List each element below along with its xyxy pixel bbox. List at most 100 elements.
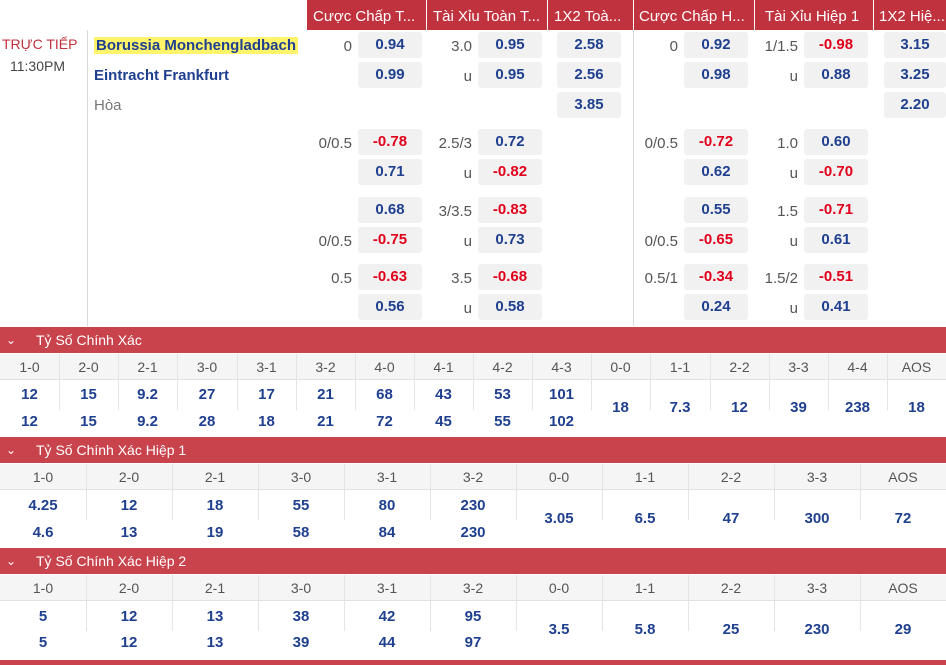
score-odds[interactable]: 5	[38, 608, 48, 625]
odds-button[interactable]: 2.56	[557, 62, 621, 88]
odds-button[interactable]: 0.61	[804, 227, 868, 253]
odds-button[interactable]: 0.68	[358, 197, 422, 223]
score-odds[interactable]: 13	[206, 634, 224, 651]
score-odds[interactable]: 58	[292, 524, 310, 541]
score-odds[interactable]: 5	[38, 634, 48, 651]
odds-button[interactable]: 0.56	[358, 294, 422, 320]
score-odds[interactable]: 18	[908, 399, 925, 416]
score-odds[interactable]: 15	[80, 413, 97, 430]
odds-button[interactable]: 0.24	[684, 294, 748, 320]
chevron-down-icon[interactable]: ⌄	[6, 554, 17, 568]
score-odds[interactable]: 95	[464, 608, 482, 625]
score-odds[interactable]: 101	[548, 386, 575, 403]
section-header[interactable]: ⌄ Tỷ Số Chính Xác Hiệp 1	[0, 437, 946, 463]
col-header-1x2-ft[interactable]: 1X2 Toà...	[554, 8, 622, 25]
score-odds[interactable]: 21	[317, 386, 334, 403]
score-odds[interactable]: 238	[844, 399, 871, 416]
score-odds[interactable]: 39	[790, 399, 807, 416]
score-odds[interactable]: 300	[804, 510, 830, 527]
score-odds[interactable]: 80	[378, 497, 396, 514]
odds-button[interactable]: 0.62	[684, 159, 748, 185]
home-team[interactable]: Borussia Monchengladbach	[94, 37, 299, 54]
section-header[interactable]: ⌄ Tỷ Số Chính Xác	[0, 327, 946, 353]
score-odds[interactable]: 28	[198, 413, 216, 430]
score-odds[interactable]: 25	[722, 621, 740, 638]
chevron-down-icon[interactable]: ⌄	[6, 443, 17, 457]
odds-button[interactable]: 0.60	[804, 129, 868, 155]
odds-button[interactable]: 0.55	[684, 197, 748, 223]
odds-button[interactable]: 0.88	[804, 62, 868, 88]
odds-button[interactable]: -0.98	[804, 32, 868, 58]
odds-button[interactable]: 0.72	[478, 129, 542, 155]
score-odds[interactable]: 19	[206, 524, 224, 541]
score-odds[interactable]: 72	[376, 413, 393, 430]
odds-button[interactable]: -0.68	[478, 264, 542, 290]
score-odds[interactable]: 42	[378, 608, 396, 625]
odds-button[interactable]: 0.73	[478, 227, 542, 253]
score-odds[interactable]: 4.6	[32, 524, 54, 541]
score-odds[interactable]: 12	[120, 497, 138, 514]
score-odds[interactable]: 7.3	[669, 399, 691, 416]
section-header[interactable]: ⌄ Tỷ Số Chính Xác Hiệp 2	[0, 548, 946, 574]
odds-button[interactable]: 3.85	[557, 92, 621, 118]
score-odds[interactable]: 18	[206, 497, 224, 514]
score-odds[interactable]: 17	[258, 386, 275, 403]
odds-button[interactable]: 0.94	[358, 32, 422, 58]
score-odds[interactable]: 18	[258, 413, 275, 430]
score-odds[interactable]: 43	[435, 386, 452, 403]
odds-button[interactable]: 0.98	[684, 62, 748, 88]
score-odds[interactable]: 39	[292, 634, 310, 651]
odds-button[interactable]: 0.58	[478, 294, 542, 320]
score-odds[interactable]: 53	[494, 386, 511, 403]
col-header-ah-ft[interactable]: Cược Chấp T...	[313, 8, 416, 25]
col-header-1x2-h1[interactable]: 1X2 Hiệ...	[879, 8, 945, 25]
score-odds[interactable]: 6.5	[634, 510, 656, 527]
score-odds[interactable]: 29	[894, 621, 912, 638]
score-odds[interactable]: 47	[722, 510, 740, 527]
odds-button[interactable]: 0.92	[684, 32, 748, 58]
score-odds[interactable]: 230	[804, 621, 830, 638]
score-odds[interactable]: 21	[317, 413, 334, 430]
score-odds[interactable]: 12	[731, 399, 748, 416]
score-odds[interactable]: 12	[120, 608, 138, 625]
score-odds[interactable]: 38	[292, 608, 310, 625]
score-odds[interactable]: 13	[206, 608, 224, 625]
chevron-down-icon[interactable]: ⌄	[6, 333, 17, 347]
odds-button[interactable]: 3.25	[884, 62, 946, 88]
odds-button[interactable]: -0.63	[358, 264, 422, 290]
score-odds[interactable]: 15	[80, 386, 97, 403]
odds-button[interactable]: -0.71	[804, 197, 868, 223]
score-odds[interactable]: 9.2	[137, 413, 158, 430]
odds-button[interactable]: -0.82	[478, 159, 542, 185]
score-odds[interactable]: 84	[378, 524, 396, 541]
score-odds[interactable]: 4.25	[28, 497, 58, 514]
score-odds[interactable]: 3.5	[548, 621, 570, 638]
col-header-ah-h1[interactable]: Cược Chấp H...	[639, 8, 745, 25]
score-odds[interactable]: 55	[292, 497, 310, 514]
score-odds[interactable]: 18	[612, 399, 629, 416]
odds-button[interactable]: 0.95	[478, 62, 542, 88]
odds-button[interactable]: 2.58	[557, 32, 621, 58]
odds-button[interactable]: -0.83	[478, 197, 542, 223]
odds-button[interactable]: 0.95	[478, 32, 542, 58]
odds-button[interactable]: 0.71	[358, 159, 422, 185]
score-odds[interactable]: 12	[21, 413, 38, 430]
odds-button[interactable]: -0.72	[684, 129, 748, 155]
score-odds[interactable]: 45	[435, 413, 452, 430]
score-odds[interactable]: 3.05	[544, 510, 574, 527]
score-odds[interactable]: 12	[120, 634, 138, 651]
odds-button[interactable]: -0.78	[358, 129, 422, 155]
score-odds[interactable]: 230	[460, 524, 486, 541]
odds-button[interactable]: -0.51	[804, 264, 868, 290]
score-odds[interactable]: 44	[378, 634, 396, 651]
score-odds[interactable]: 68	[376, 386, 393, 403]
score-odds[interactable]: 13	[120, 524, 138, 541]
col-header-ou-h1[interactable]: Tài Xỉu Hiệp 1	[765, 8, 860, 25]
score-odds[interactable]: 55	[494, 413, 511, 430]
col-header-ou-ft[interactable]: Tài Xỉu Toàn T...	[433, 8, 541, 25]
odds-button[interactable]: 0.41	[804, 294, 868, 320]
odds-button[interactable]: -0.34	[684, 264, 748, 290]
score-odds[interactable]: 97	[464, 634, 482, 651]
odds-button[interactable]: -0.65	[684, 227, 748, 253]
score-odds[interactable]: 102	[548, 413, 575, 430]
